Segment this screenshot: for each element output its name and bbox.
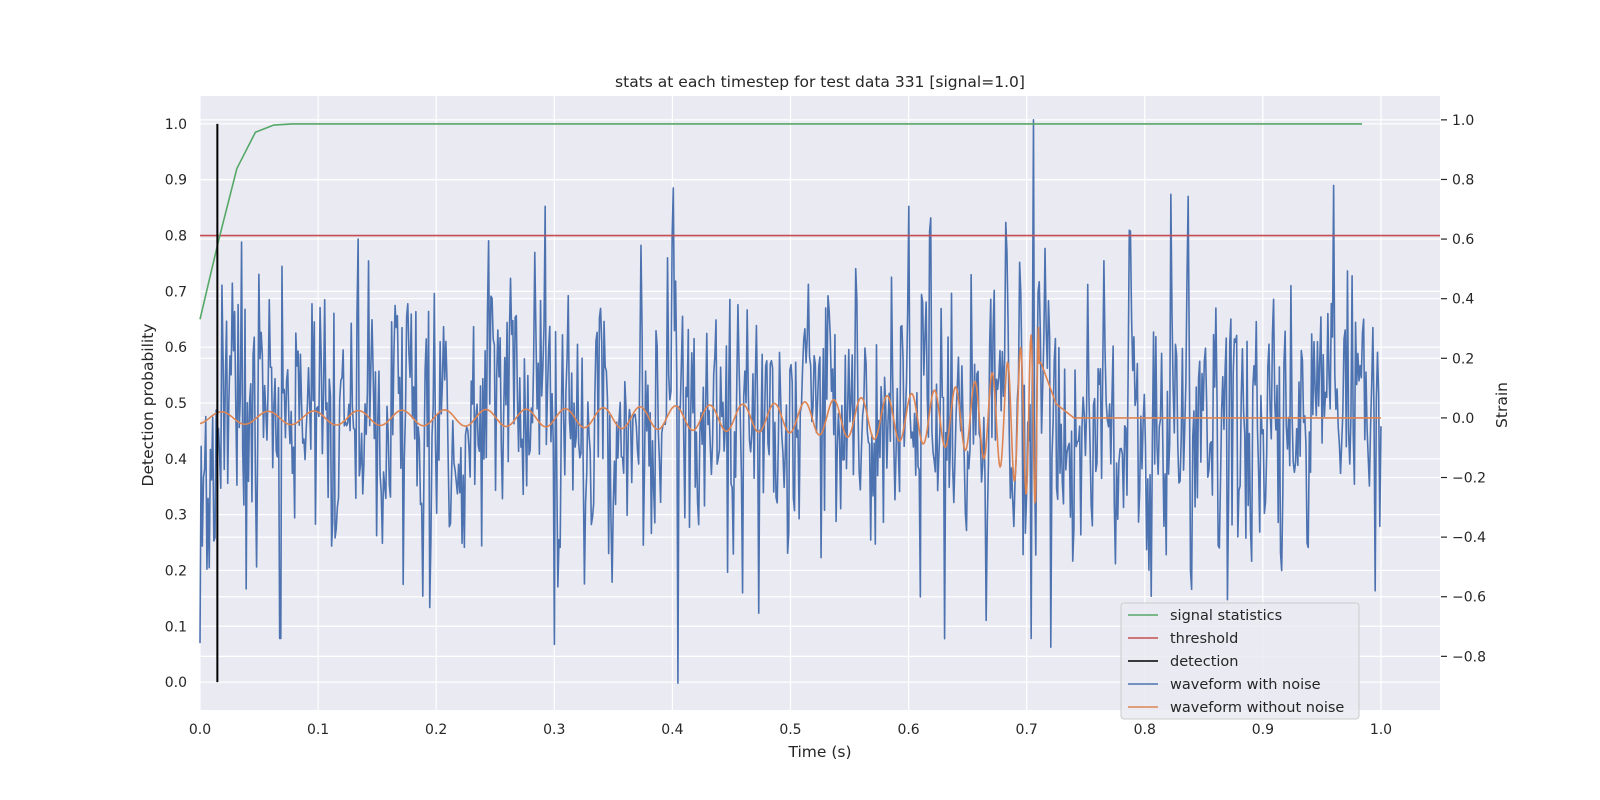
y-tick-label: 0.1 [165, 619, 187, 635]
x-tick-label: 0.6 [897, 722, 919, 738]
legend: signal statistics threshold detection wa… [1120, 602, 1360, 720]
y-tick-label: 0.5 [165, 396, 187, 412]
x-tick-label: 0.1 [307, 722, 329, 738]
y2-tick-label: −0.6 [1452, 590, 1486, 606]
x-tick-label: 0.5 [779, 722, 801, 738]
x-tick-label: 1.0 [1370, 722, 1392, 738]
y-tick-label: 0.8 [165, 229, 187, 245]
y-tick-label: 0.6 [165, 340, 187, 356]
chart-title: stats at each timestep for test data 331… [615, 73, 1025, 91]
waveform-with-noise-line [199, 119, 1382, 684]
ticks: 0.0 0.1 0.2 0.3 0.4 0.5 0.6 0.7 0.8 0.9 1.0 0.0 0.1 0… [165, 113, 1486, 738]
x-tick-label: 0.2 [425, 722, 447, 738]
y2-tick-label: 0.2 [1452, 351, 1474, 367]
y2-tick-label: −0.4 [1452, 530, 1486, 546]
legend-label-signal-statistics: signal statistics [1170, 608, 1282, 624]
x-tick-label: 0.8 [1134, 722, 1156, 738]
x-axis-label: Time (s) [787, 743, 851, 761]
x-tick-label: 0.0 [189, 722, 211, 738]
legend-label-detection: detection [1170, 654, 1238, 670]
y-tick-label: 0.9 [165, 173, 187, 189]
legend-box [1120, 602, 1360, 720]
series-layer [199, 119, 1440, 684]
y2-tick-label: 0.6 [1452, 232, 1474, 248]
legend-label-waveform-with-noise: waveform with noise [1170, 677, 1321, 693]
y2-tick-label: −0.2 [1452, 471, 1486, 487]
x-tick-label: 0.4 [661, 722, 683, 738]
waveform-without-noise-line [199, 326, 1382, 504]
x-tick-label: 0.7 [1016, 722, 1038, 738]
y-tick-label: 0.4 [165, 452, 187, 468]
y-tick-label: 0.2 [165, 563, 187, 579]
y2-tick-label: 0.4 [1452, 292, 1474, 308]
x-tick-label: 0.9 [1252, 722, 1274, 738]
y2-axis-label: Strain [1493, 382, 1511, 428]
signal-statistics-line [199, 123, 1363, 320]
y-tick-label: 1.0 [165, 117, 187, 133]
x-tick-label: 0.3 [543, 722, 565, 738]
y2-tick-label: 1.0 [1452, 113, 1474, 129]
y-axis-label: Detection probability [139, 324, 157, 487]
y-tick-label: 0.7 [165, 284, 187, 300]
legend-label-threshold: threshold [1170, 631, 1238, 647]
y2-tick-label: 0.8 [1452, 172, 1474, 188]
y2-tick-label: −0.8 [1452, 649, 1486, 665]
y-tick-label: 0.0 [165, 675, 187, 691]
y2-tick-label: 0.0 [1452, 411, 1474, 427]
legend-label-waveform-without-noise: waveform without noise [1170, 700, 1344, 716]
y-tick-label: 0.3 [165, 508, 187, 524]
